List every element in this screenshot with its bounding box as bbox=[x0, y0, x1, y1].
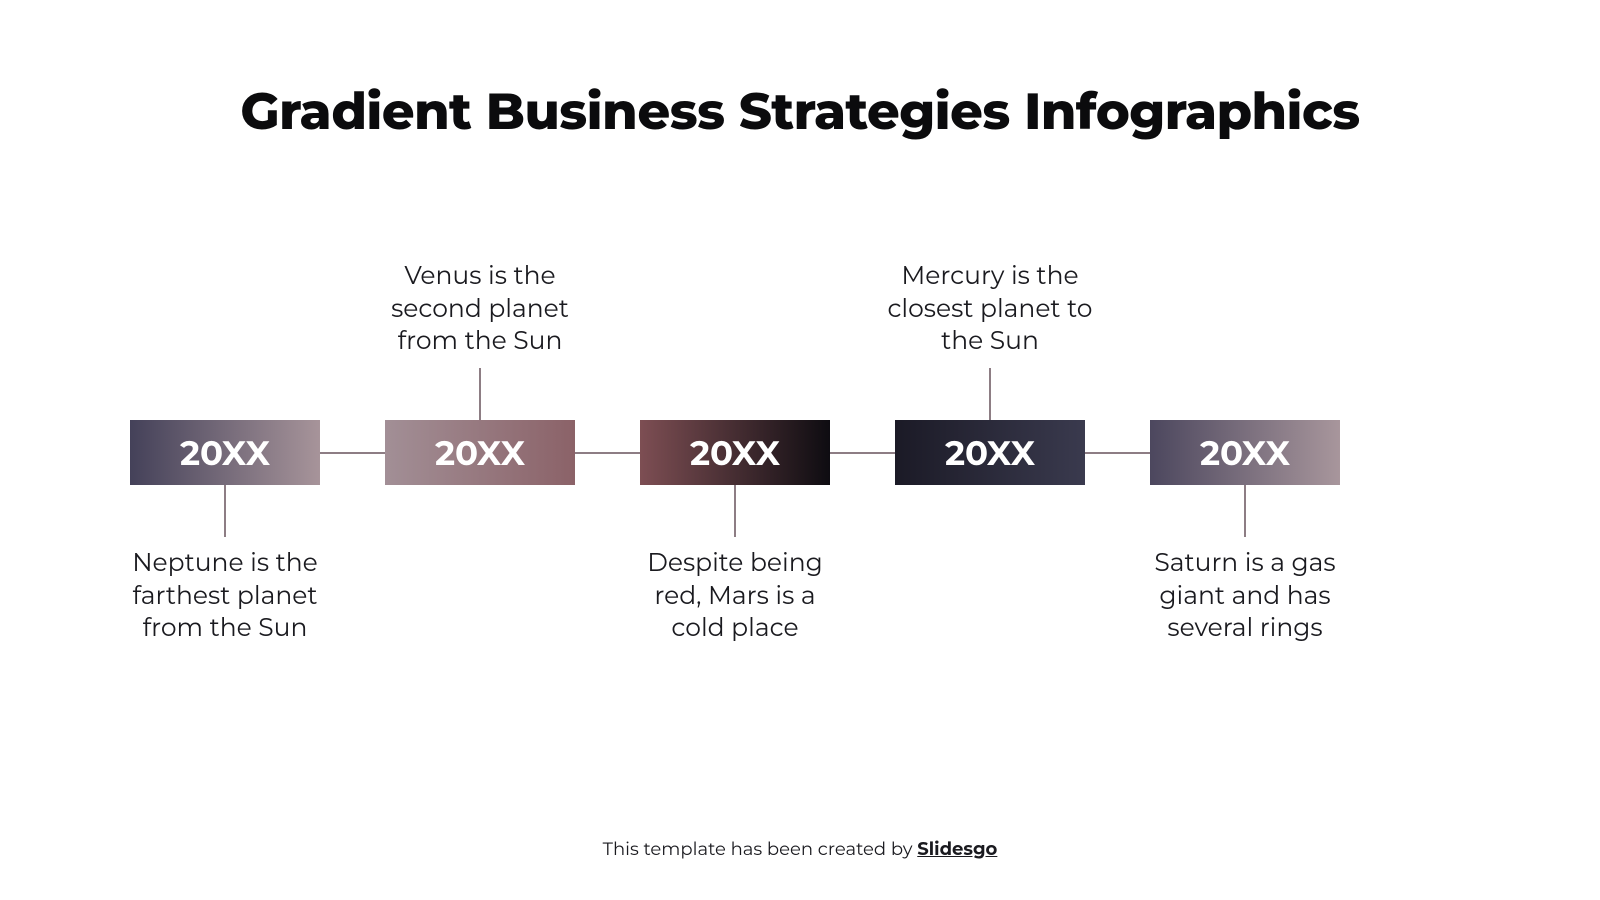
timeline-year-0: 20XX bbox=[180, 432, 270, 474]
vline-1 bbox=[479, 368, 481, 420]
timeline-desc-1: Venus is the second planet from the Sun bbox=[370, 260, 590, 358]
connector-4 bbox=[1085, 452, 1150, 454]
timeline-desc-2: Despite being red, Mars is a cold place bbox=[625, 547, 845, 645]
footer: This template has been created by Slides… bbox=[0, 838, 1600, 860]
timeline: 20XX 20XX 20XX 20XX 20XX Neptune is the … bbox=[130, 420, 1445, 485]
connector-3 bbox=[830, 452, 895, 454]
footer-brand: Slidesgo bbox=[917, 838, 997, 860]
timeline-box-2: 20XX bbox=[640, 420, 830, 485]
vline-0 bbox=[224, 485, 226, 537]
timeline-desc-0: Neptune is the farthest planet from the … bbox=[115, 547, 335, 645]
connector-2 bbox=[575, 452, 640, 454]
vline-2 bbox=[734, 485, 736, 537]
vline-4 bbox=[1244, 485, 1246, 537]
timeline-year-3: 20XX bbox=[945, 432, 1035, 474]
timeline-box-4: 20XX bbox=[1150, 420, 1340, 485]
footer-prefix: This template has been created by bbox=[603, 838, 918, 860]
timeline-desc-3: Mercury is the closest planet to the Sun bbox=[880, 260, 1100, 358]
connector-1 bbox=[320, 452, 385, 454]
page-title: Gradient Business Strategies Infographic… bbox=[0, 80, 1600, 142]
timeline-year-4: 20XX bbox=[1200, 432, 1290, 474]
timeline-box-3: 20XX bbox=[895, 420, 1085, 485]
timeline-year-2: 20XX bbox=[690, 432, 780, 474]
timeline-box-0: 20XX bbox=[130, 420, 320, 485]
timeline-box-1: 20XX bbox=[385, 420, 575, 485]
timeline-year-1: 20XX bbox=[435, 432, 525, 474]
timeline-desc-4: Saturn is a gas giant and has several ri… bbox=[1135, 547, 1355, 645]
vline-3 bbox=[989, 368, 991, 420]
